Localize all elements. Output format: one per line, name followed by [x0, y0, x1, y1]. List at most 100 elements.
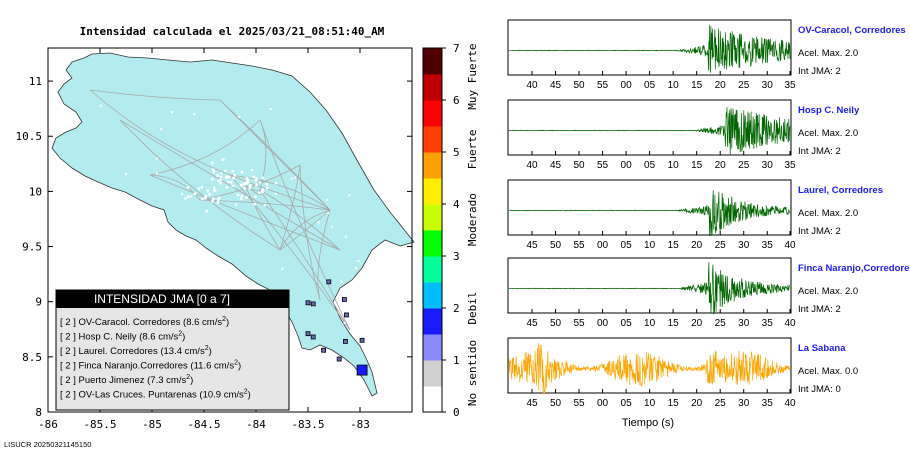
- y-tick-label: 8: [35, 406, 42, 419]
- waveform-panel[interactable]: 40 45 50 55 00 05 10 15 20 25 30 35 OV-Caracol, Corr…: [507, 19, 906, 91]
- town-marker: [222, 158, 225, 161]
- waveform-trace: [508, 342, 791, 395]
- time-tick-label: 25: [738, 80, 750, 91]
- road-line: [219, 99, 331, 211]
- time-tick-label: 40: [526, 160, 538, 171]
- road-line: [259, 119, 267, 191]
- time-tick-label: 25: [715, 318, 727, 329]
- colorbar-segment: [423, 204, 442, 231]
- station-marker[interactable]: [359, 337, 365, 343]
- town-marker: [261, 176, 265, 180]
- town-marker: [232, 177, 235, 180]
- time-tick-label: 30: [762, 160, 774, 171]
- time-tick-label: 40: [784, 240, 796, 251]
- town-marker: [211, 178, 214, 181]
- time-tick-label: 20: [691, 318, 703, 329]
- max-acceleration: Acel. Max. 2.0: [798, 128, 858, 139]
- station-marker[interactable]: [326, 279, 332, 285]
- town-marker: [231, 184, 235, 188]
- town-marker: [244, 183, 247, 186]
- waveform-frame: [507, 99, 792, 156]
- station-marker[interactable]: [305, 331, 311, 337]
- time-tick-label: 45: [526, 240, 538, 251]
- road-line: [229, 174, 351, 331]
- waveform-panel[interactable]: 40 45 50 55 00 05 10 15 20 25 30 35 Hosp C. Neily Ace…: [507, 99, 860, 171]
- time-tick-label: 10: [644, 240, 656, 251]
- waveform-panel[interactable]: 45 50 55 00 05 10 15 20 25 30 35 40 Finca Naranjo,Co…: [507, 257, 910, 329]
- town-marker: [160, 128, 163, 131]
- town-marker: [197, 187, 201, 191]
- max-acceleration: Acel. Max. 0.0: [798, 366, 858, 377]
- road-line: [149, 174, 201, 201]
- town-marker: [265, 183, 269, 186]
- map-axes: -86 -85.5 -85 -84.5 -84 -83.5 -83 8 8.5 9 9.5 10 10.…: [16, 48, 412, 431]
- waveform-panels: 40 45 50 55 00 05 10 15 20 25 30 35 OV-Caracol, Corr…: [507, 19, 910, 409]
- legend-title: INTENSIDAD JMA [0 a 7]: [94, 292, 230, 306]
- legend-close: ): [190, 375, 193, 386]
- town-marker: [232, 184, 235, 187]
- town-marker: [125, 173, 128, 176]
- x-tick-label: -85.5: [83, 418, 116, 431]
- town-marker: [248, 186, 252, 190]
- town-marker: [255, 183, 258, 187]
- max-acceleration: Acel. Max. 2.0: [798, 48, 858, 59]
- station-marker[interactable]: [321, 347, 327, 353]
- legend-entry: [ 2 ] OV-Las Cruces. Puntarenas (10.9 cm…: [60, 389, 251, 401]
- time-tick-label: 40: [526, 80, 538, 91]
- legend-accel: (7.3 cm/s: [147, 375, 186, 386]
- time-tick-label: 35: [762, 318, 774, 329]
- town-marker: [229, 181, 233, 184]
- town-marker: [216, 198, 220, 201]
- town-marker: [240, 197, 243, 201]
- waveform-panel[interactable]: 45 50 55 00 05 10 15 20 25 30 35 40 Laurel, Corredor…: [507, 179, 883, 251]
- town-marker: [290, 177, 293, 180]
- time-tick-label: 00: [597, 318, 609, 329]
- x-tick-label: -85: [142, 418, 162, 431]
- waveform-panel[interactable]: 45 50 55 00 05 10 15 20 25 30 35 40 La Sabana Acel. M…: [507, 337, 858, 409]
- time-tick-label: 05: [644, 160, 656, 171]
- colorbar-tick-label: 2: [453, 302, 460, 315]
- town-marker: [219, 178, 222, 182]
- town-marker: [212, 168, 215, 171]
- time-tick-label: 50: [573, 80, 585, 91]
- waveform-trace: [508, 190, 791, 237]
- town-marker: [231, 170, 235, 173]
- legend-station-name: Hosp C. Neily: [78, 332, 139, 343]
- town-marker: [211, 200, 214, 203]
- y-tick-label: 9: [35, 296, 42, 309]
- footer-id: LISUCR 20250321145150: [4, 440, 91, 449]
- station-marker[interactable]: [341, 297, 347, 302]
- epicenter-station-marker[interactable]: [356, 364, 368, 376]
- town-marker: [274, 181, 278, 185]
- time-tick-label: 40: [784, 398, 796, 409]
- legend-station-name: Laurel. Corredores: [78, 346, 160, 357]
- map-frame: [47, 47, 413, 413]
- waveform-trace: [508, 24, 791, 73]
- town-marker: [208, 193, 211, 196]
- time-tick-label: 20: [691, 240, 703, 251]
- road-line: [229, 174, 331, 211]
- station-marker[interactable]: [310, 301, 316, 307]
- town-marker: [274, 192, 277, 195]
- station-marker[interactable]: [310, 334, 316, 340]
- road-line: [259, 189, 351, 331]
- legend-unit-exp: 2: [186, 374, 190, 381]
- town-marker: [235, 203, 238, 206]
- max-acceleration: Acel. Max. 2.0: [798, 286, 858, 297]
- legend-station-name: OV-Caracol. Corredores: [78, 317, 183, 328]
- town-marker: [357, 260, 360, 263]
- time-tick-label: 10: [668, 160, 680, 171]
- station-marker[interactable]: [344, 312, 349, 318]
- station-marker[interactable]: [305, 300, 311, 306]
- town-marker: [249, 184, 252, 187]
- station-marker[interactable]: [343, 339, 348, 344]
- colorbar-segment: [423, 152, 442, 179]
- town-marker: [325, 198, 328, 201]
- waveform-trace: [508, 262, 791, 315]
- town-marker: [360, 310, 363, 313]
- time-tick-label: 30: [738, 240, 750, 251]
- town-marker: [348, 194, 351, 197]
- time-tick-label: 00: [597, 398, 609, 409]
- station-marker[interactable]: [336, 356, 342, 362]
- time-tick-label: 15: [691, 160, 703, 171]
